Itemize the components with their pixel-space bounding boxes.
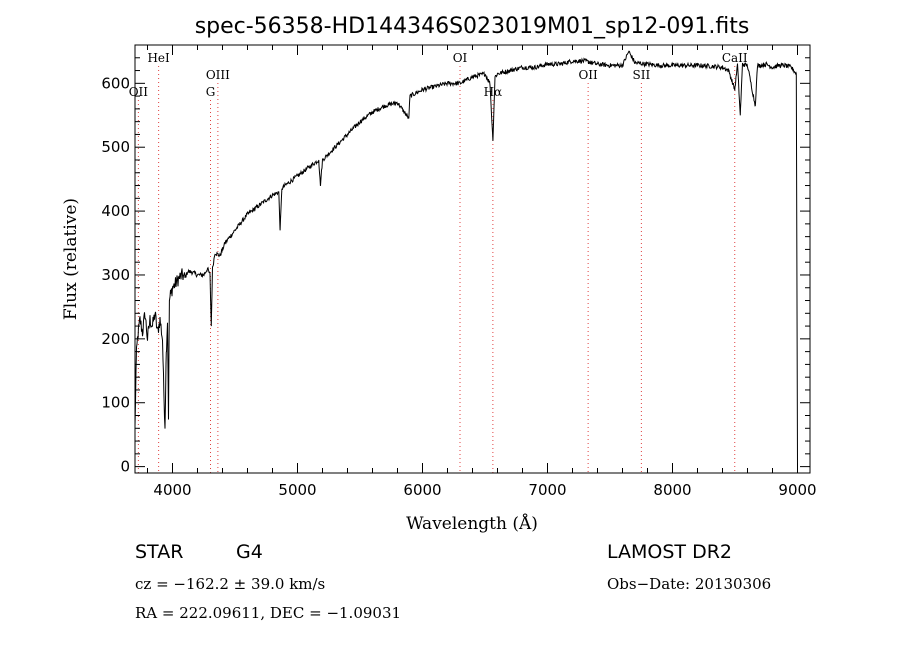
x-tick-label: 5000 bbox=[278, 481, 316, 499]
chart-title: spec-56358-HD144346S023019M01_sp12-091.f… bbox=[195, 14, 750, 39]
y-tick-label: 300 bbox=[101, 266, 130, 284]
x-tick-label: 8000 bbox=[653, 481, 691, 499]
line-marker-label: CaII bbox=[722, 51, 748, 65]
x-tick-label: 9000 bbox=[778, 481, 816, 499]
y-axis-label: Flux (relative) bbox=[61, 198, 81, 320]
x-tick-label: 6000 bbox=[403, 481, 441, 499]
line-marker-label: OI bbox=[453, 51, 468, 65]
line-marker-label: HeI bbox=[147, 51, 170, 65]
y-tick-label: 400 bbox=[101, 202, 130, 220]
line-marker-label: OII bbox=[578, 68, 598, 82]
redshift-value: cz = −162.2 ± 39.0 km/s bbox=[135, 575, 326, 593]
spectrum-plot: spec-56358-HD144346S023019M01_sp12-091.f… bbox=[61, 14, 817, 534]
line-marker-label: SII bbox=[633, 68, 651, 82]
y-tick-label: 200 bbox=[101, 330, 130, 348]
object-class: STAR bbox=[135, 541, 184, 563]
line-markers: OII HeI G OIII OI Hα OII SII CaII bbox=[129, 51, 748, 473]
y-tick-label: 500 bbox=[101, 138, 130, 156]
x-tick-label: 7000 bbox=[528, 481, 566, 499]
line-marker-label: G bbox=[206, 85, 216, 99]
y-tick-label: 0 bbox=[120, 458, 130, 476]
obs-date: Obs−Date: 20130306 bbox=[607, 575, 772, 593]
x-axis-label: Wavelength (Å) bbox=[406, 513, 538, 534]
x-tick-label: 4000 bbox=[153, 481, 191, 499]
y-tick-label: 100 bbox=[101, 394, 130, 412]
coordinates: RA = 222.09611, DEC = −1.09031 bbox=[135, 604, 402, 622]
line-marker-label: OIII bbox=[206, 68, 230, 82]
y-tick-label: 600 bbox=[101, 74, 130, 92]
spectrum-line bbox=[134, 50, 798, 467]
line-marker-label: Hα bbox=[484, 85, 503, 99]
survey-name: LAMOST DR2 bbox=[607, 541, 732, 563]
line-marker-label: OII bbox=[129, 85, 149, 99]
plot-frame bbox=[134, 44, 811, 474]
object-subclass: G4 bbox=[236, 541, 263, 563]
axis-ticks: 4000 5000 6000 7000 8000 9000 0 100 200 300 400 500… bbox=[101, 45, 817, 499]
